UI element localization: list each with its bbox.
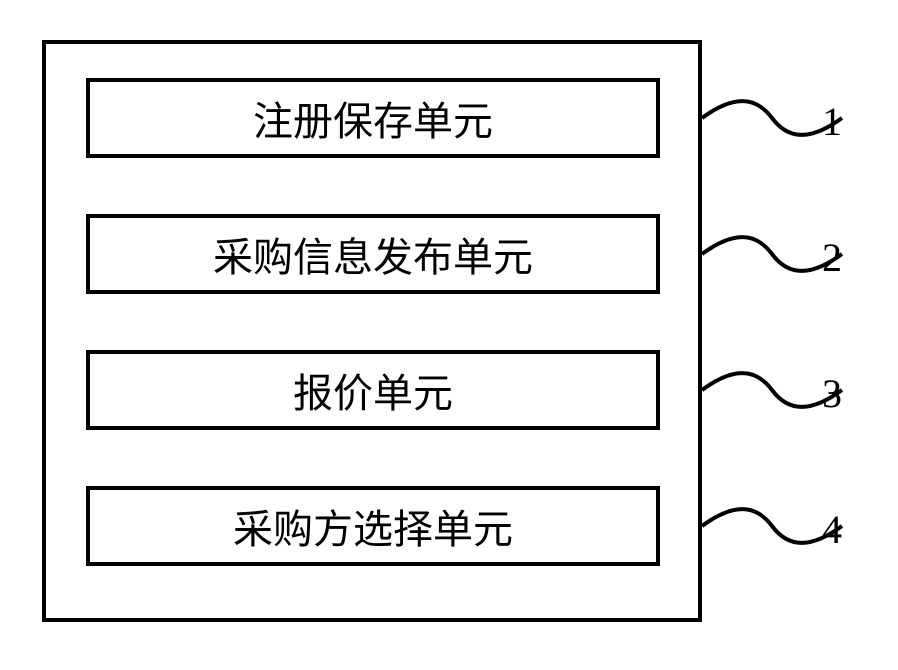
diagram-node-number: 1 [822, 98, 842, 145]
diagram-node-label: 注册保存单元 [253, 89, 493, 147]
diagram-node-label: 报价单元 [293, 361, 453, 419]
diagram-node-number: 3 [822, 370, 842, 417]
diagram-node-number: 4 [822, 506, 842, 553]
diagram-node: 采购信息发布单元 [86, 214, 660, 294]
connector-line [702, 229, 842, 279]
connector-line [702, 365, 842, 415]
diagram-node: 采购方选择单元 [86, 486, 660, 566]
diagram-node-label: 采购方选择单元 [233, 497, 513, 555]
diagram-node-label: 采购信息发布单元 [213, 225, 533, 283]
diagram-node: 报价单元 [86, 350, 660, 430]
connector-line [702, 501, 842, 551]
diagram-node: 注册保存单元 [86, 78, 660, 158]
diagram-node-number: 2 [822, 234, 842, 281]
connector-line [702, 93, 842, 143]
